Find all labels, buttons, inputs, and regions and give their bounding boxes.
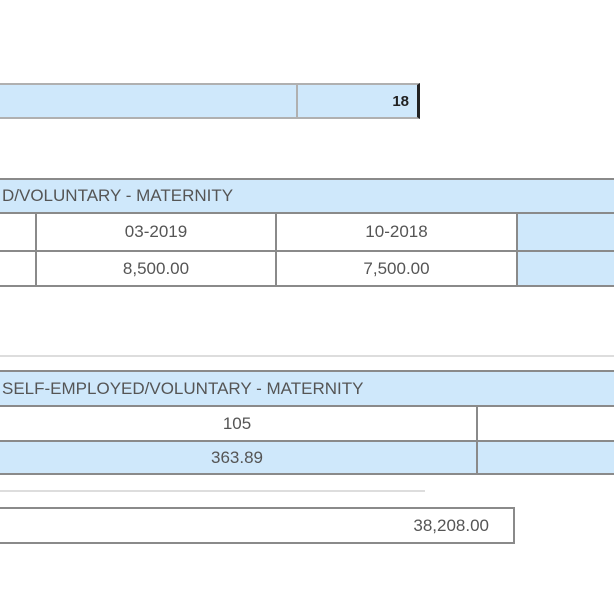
cell: 7,500.00	[275, 250, 518, 287]
table1-header: D/VOLUNTARY - MATERNITY	[0, 178, 614, 214]
cell: 03-2019	[35, 212, 277, 252]
table2-header: SELF-EMPLOYED/VOLUNTARY - MATERNITY	[0, 370, 614, 407]
top-bar-value: 18	[296, 83, 420, 119]
cell: 6	[516, 250, 614, 287]
divider	[0, 355, 614, 357]
total-box: 38,208.00	[0, 507, 515, 544]
cell	[0, 212, 37, 252]
cell: 8,500.00	[35, 250, 277, 287]
cell	[476, 440, 614, 475]
cell: 10-2018	[275, 212, 518, 252]
top-bar	[0, 83, 298, 119]
cell: 105	[0, 405, 478, 442]
divider	[0, 490, 425, 492]
cell	[0, 250, 37, 287]
cell	[476, 405, 614, 442]
cell: 363.89	[0, 440, 478, 475]
cell	[516, 212, 614, 252]
